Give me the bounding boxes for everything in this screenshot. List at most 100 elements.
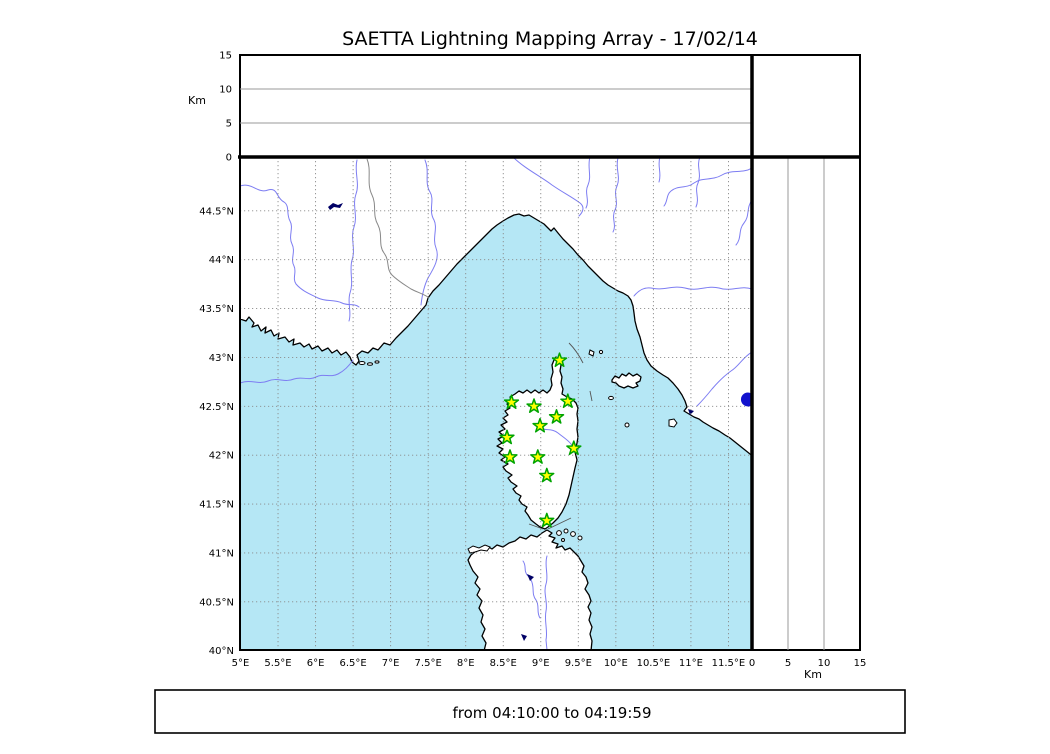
- map-contents: [240, 157, 752, 650]
- lon-tick-label: 5°E: [232, 658, 250, 669]
- station-star: [502, 449, 518, 464]
- island-giglio: [668, 418, 678, 428]
- altitude-axis-label-bottom: Km: [804, 668, 822, 681]
- corner-panel: [751, 54, 861, 158]
- lat-tick-label: 43°N: [209, 353, 234, 364]
- lon-tick-label: 8.5°E: [490, 658, 517, 669]
- island-porquerolles: [358, 361, 366, 365]
- island-pianosa: [608, 395, 614, 401]
- altitude-tick-label: 10: [818, 658, 831, 669]
- lat-tick-label: 41.5°N: [199, 500, 234, 511]
- river: [348, 159, 358, 322]
- station-star: [499, 429, 515, 445]
- island-elba: [611, 372, 642, 389]
- river: [696, 351, 752, 407]
- time-window-text: from 04:10:00 to 04:19:59: [452, 704, 651, 722]
- lat-tick-label: 44°N: [209, 255, 234, 266]
- sea-line: [589, 390, 593, 402]
- longitude-tick-labels: 5°E 5.5°E 6°E 6.5°E 7°E 7.5°E 8°E 8.5°E 9°E 9.5°E…: [232, 658, 746, 669]
- altitude-tick-label: 15: [854, 658, 867, 669]
- plot-title: SAETTA Lightning Mapping Array - 17/02/1…: [342, 28, 758, 50]
- river: [240, 184, 360, 308]
- island-port-cros: [367, 362, 373, 366]
- station-star: [548, 409, 565, 424]
- river: [663, 167, 752, 207]
- lat-tick-label: 42.5°N: [199, 402, 234, 413]
- lat-tick-label: 42°N: [209, 451, 234, 462]
- river: [633, 286, 752, 297]
- island-capraia: [588, 349, 595, 357]
- river: [240, 359, 354, 384]
- lon-tick-label: 6.5°E: [339, 658, 366, 669]
- island-asinara: [467, 544, 491, 554]
- station-star: [526, 398, 542, 413]
- lon-tick-label: 9°E: [532, 658, 550, 669]
- lon-tick-label: 11°E: [679, 658, 703, 669]
- lat-tick-label: 44.5°N: [199, 206, 234, 217]
- river: [530, 579, 541, 619]
- lon-tick-label: 10.5°E: [637, 658, 671, 669]
- altitude-tick-label: 15: [219, 51, 232, 62]
- top-altitude-panel: 0 5 10 15 Km: [188, 51, 753, 164]
- river: [585, 157, 591, 209]
- station-star: [551, 352, 568, 368]
- lon-tick-label: 9.5°E: [565, 658, 592, 669]
- lon-tick-label: 8°E: [457, 658, 475, 669]
- river: [658, 157, 661, 183]
- lake: [521, 634, 527, 641]
- station-star: [503, 394, 520, 410]
- island-maddalena: [570, 531, 576, 537]
- top-panel-frame: [239, 54, 753, 158]
- coastline-france-italy: [240, 157, 752, 457]
- island-gorgona: [598, 349, 604, 355]
- altitude-tick-label: 0: [226, 153, 232, 164]
- island-sardinia: [467, 529, 593, 650]
- station-markers: [499, 352, 582, 528]
- lon-tick-label: 7°E: [382, 658, 400, 669]
- river: [544, 555, 548, 650]
- altitude-tick-label: 10: [219, 85, 232, 96]
- lake: [527, 574, 534, 581]
- station-star: [560, 393, 576, 409]
- right-panel-tick-labels: 0 5 10 15: [749, 658, 867, 669]
- lake: [688, 409, 694, 415]
- station-star: [566, 440, 582, 456]
- station-star: [539, 512, 555, 528]
- river: [735, 199, 752, 246]
- lake: [328, 203, 343, 210]
- sea-line: [568, 342, 584, 364]
- river: [420, 159, 438, 306]
- corner-panel-frame: [751, 54, 861, 158]
- island-maddalena: [563, 528, 569, 534]
- altitude-axis-label-left: Km: [188, 94, 206, 107]
- lake-bolsena-dot: [740, 392, 752, 407]
- footer-box: from 04:10:00 to 04:19:59: [154, 689, 906, 734]
- right-panel-gridlines: [787, 157, 825, 650]
- island-maddalena: [561, 538, 565, 542]
- lon-tick-label: 11.5°E: [712, 658, 746, 669]
- lat-tick-label: 40.5°N: [199, 597, 234, 608]
- station-star: [530, 449, 546, 464]
- altitude-tick-label: 0: [749, 658, 755, 669]
- latitude-tick-labels: 44.5°N 44°N 43.5°N 43°N 42.5°N 42°N 41.5°N 41°N…: [199, 206, 234, 657]
- lon-tick-label: 5.5°E: [264, 658, 291, 669]
- right-altitude-panel: 0 5 10 15 Km: [749, 156, 867, 681]
- station-star: [532, 417, 548, 433]
- strait-line: [547, 517, 572, 530]
- river-golo: [539, 427, 575, 448]
- map-gridlines: [240, 157, 752, 650]
- map-panel: 5°E 5.5°E 6°E 6.5°E 7°E 7.5°E 8°E 8.5°E 9°E 9.5°E…: [199, 156, 753, 669]
- island-maddalena: [556, 530, 562, 536]
- river: [695, 157, 701, 208]
- country-border: [366, 158, 429, 298]
- lat-tick-label: 40°N: [209, 646, 234, 657]
- right-panel-frame: [751, 156, 861, 651]
- lon-tick-label: 7.5°E: [415, 658, 442, 669]
- footer-frame: [154, 689, 906, 734]
- island-montecristo: [624, 422, 630, 428]
- lon-tick-label: 6°E: [307, 658, 325, 669]
- top-panel-gridlines: [240, 88, 752, 124]
- river: [522, 560, 529, 577]
